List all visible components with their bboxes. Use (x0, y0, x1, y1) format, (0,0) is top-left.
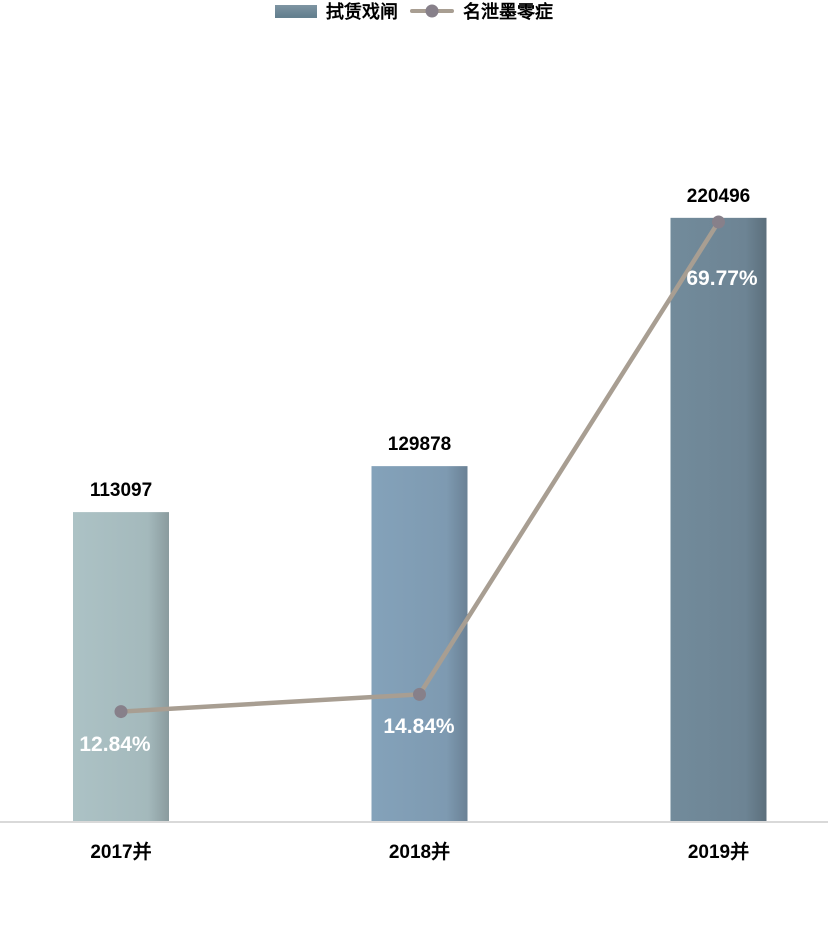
legend-bar-swatch (275, 4, 317, 18)
x-axis-label-2018并: 2018并 (389, 840, 450, 863)
line-marker-2019并 (712, 215, 725, 229)
bar-value-label: 113097 (90, 480, 152, 501)
line-value-label: 12.84% (79, 733, 151, 756)
line-marker-2017并 (114, 705, 128, 719)
x-axis-label-2019并: 2019并 (688, 840, 749, 863)
bar-value-label: 129878 (388, 434, 451, 455)
bar-2019并 (670, 217, 767, 823)
legend-line-series-label: 名泄墨零症 (463, 2, 553, 22)
bar-2017并 (73, 512, 169, 822)
line-value-label: 14.84% (383, 715, 455, 738)
legend-bar-series-label: 拭赁戏闸 (326, 2, 398, 22)
x-axis-label-2017并: 2017并 (90, 840, 151, 863)
legend-line-symbol (410, 4, 454, 18)
line-value-label: 69.77% (686, 267, 758, 290)
x-axis-line (0, 821, 828, 823)
line-marker-2018并 (413, 687, 426, 701)
legend-line-marker-icon (425, 4, 439, 18)
bar-value-label: 220496 (687, 186, 750, 207)
legend: 拭赁戏闸 名泄墨零症 (0, 0, 828, 22)
